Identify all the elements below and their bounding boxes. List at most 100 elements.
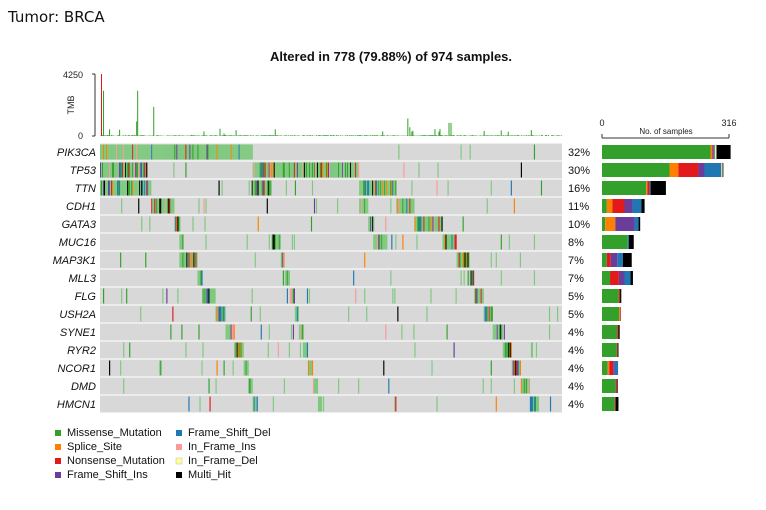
- tmb-bar: [117, 135, 119, 136]
- mutation-cell: [272, 234, 274, 250]
- mutation-cell: [108, 144, 110, 160]
- mutation-cell: [496, 324, 498, 340]
- mutation-cell: [139, 180, 141, 196]
- mutation-cell: [371, 216, 373, 232]
- legend-swatch-splice_site: [55, 444, 61, 450]
- tmb-bar: [160, 135, 162, 136]
- mutation-cell: [206, 288, 208, 304]
- side-bar-segment-hmcn1-missense_mutation: [602, 397, 615, 411]
- mutation-cell: [134, 180, 136, 196]
- pct-label-hmcn1: 4%: [568, 399, 584, 411]
- tmb-bar: [471, 135, 473, 136]
- mutation-cell: [299, 324, 302, 340]
- mutation-cell: [234, 342, 236, 358]
- gene-label-ncor1: NCOR1: [57, 363, 96, 375]
- legend-label-multi_hit: Multi_Hit: [188, 469, 231, 481]
- mutation-cell: [198, 270, 200, 286]
- mutation-cell: [142, 144, 144, 160]
- mutation-cell: [251, 378, 253, 394]
- tmb-bar: [349, 135, 351, 136]
- mutation-cell: [352, 162, 354, 178]
- mutation-cell: [109, 162, 111, 178]
- mutation-cell: [353, 270, 355, 286]
- mutation-cell: [240, 342, 242, 358]
- mutation-cell: [339, 162, 341, 178]
- mutation-cell: [440, 216, 442, 232]
- tmb-bar: [243, 135, 245, 136]
- tmb-bar: [435, 135, 437, 136]
- mutation-cell: [291, 288, 293, 304]
- mutation-cell: [548, 324, 551, 340]
- mutation-cell: [334, 162, 336, 178]
- mutation-cell: [398, 198, 400, 214]
- mutation-cell: [162, 198, 164, 214]
- mutation-cell: [281, 162, 283, 178]
- tmb-bar: [311, 135, 313, 136]
- mutation-cell: [375, 234, 377, 250]
- mutation-cell: [212, 288, 214, 304]
- mutation-cell: [140, 162, 142, 178]
- tmb-bar: [507, 131, 509, 136]
- side-bar-segment-ryr2-multi_hit: [617, 343, 619, 357]
- mutation-cell: [336, 162, 338, 178]
- tmb-bar: [143, 135, 145, 136]
- tmb-bar: [172, 135, 174, 136]
- mutation-cell: [470, 270, 472, 286]
- tmb-bar: [384, 135, 386, 136]
- mutation-cell: [332, 162, 334, 178]
- mutation-cell: [204, 216, 206, 232]
- mutation-cell: [384, 180, 386, 196]
- mutation-cell: [226, 144, 228, 160]
- mutation-cell: [142, 162, 144, 178]
- side-bar-segment-mll3-frame_shift_del: [624, 271, 631, 285]
- side-bar-segment-cdh1-missense_mutation: [602, 199, 607, 213]
- sample-count-panel: 0 316 No. of samples: [599, 118, 737, 411]
- tmb-bar: [194, 135, 196, 136]
- tmb-bar: [517, 135, 519, 136]
- mutation-cell: [266, 198, 268, 214]
- mutation-cell: [207, 288, 209, 304]
- mutation-cell: [225, 144, 227, 160]
- tmb-bar: [528, 135, 530, 136]
- side-bar-segment-mll3-multi_hit: [630, 271, 633, 285]
- tmb-bar: [275, 135, 277, 136]
- tmb-bar: [135, 135, 137, 136]
- tmb-bar: [541, 135, 543, 136]
- gene-label-tp53: TP53: [70, 165, 97, 177]
- tmb-bar: [240, 135, 242, 136]
- tmb-bar: [380, 135, 382, 136]
- tmb-bar: [359, 135, 361, 136]
- mutation-cell: [106, 144, 108, 160]
- mutation-cell: [185, 252, 187, 268]
- mutation-cell: [233, 144, 235, 160]
- mutation-cell: [469, 144, 471, 160]
- mutation-cell: [141, 162, 143, 178]
- mutation-cell: [383, 180, 385, 196]
- mutation-cell: [135, 180, 137, 196]
- mutation-cell: [121, 162, 123, 178]
- mutation-cell: [318, 162, 321, 178]
- tmb-bar: [139, 135, 141, 136]
- mutation-cell: [304, 342, 307, 358]
- mutation-cell: [503, 342, 505, 358]
- side-bar-segment-gata3-missense_mutation: [602, 217, 606, 231]
- mutation-cell: [537, 396, 540, 412]
- mutation-cell: [398, 144, 400, 160]
- mutation-cell: [391, 180, 393, 196]
- mutation-cell: [201, 144, 203, 160]
- mutation-cell: [390, 270, 392, 286]
- side-bar-segment-pik3ca-missense_mutation: [602, 145, 711, 159]
- mutation-cell: [292, 162, 294, 178]
- legend: Missense_Mutation Splice_Site Nonsense_Mut…: [55, 427, 271, 481]
- mutation-cell: [311, 360, 314, 376]
- mutation-cell: [259, 306, 261, 322]
- mutation-cell: [182, 234, 184, 250]
- tmb-bar: [364, 135, 366, 136]
- mutation-cell: [232, 144, 234, 160]
- mutation-cell: [521, 378, 523, 394]
- mutation-cell: [411, 180, 413, 196]
- mutation-cell: [385, 324, 387, 340]
- mutation-cell: [414, 342, 416, 358]
- mutation-cell: [188, 252, 190, 268]
- mutation-cell: [272, 162, 274, 178]
